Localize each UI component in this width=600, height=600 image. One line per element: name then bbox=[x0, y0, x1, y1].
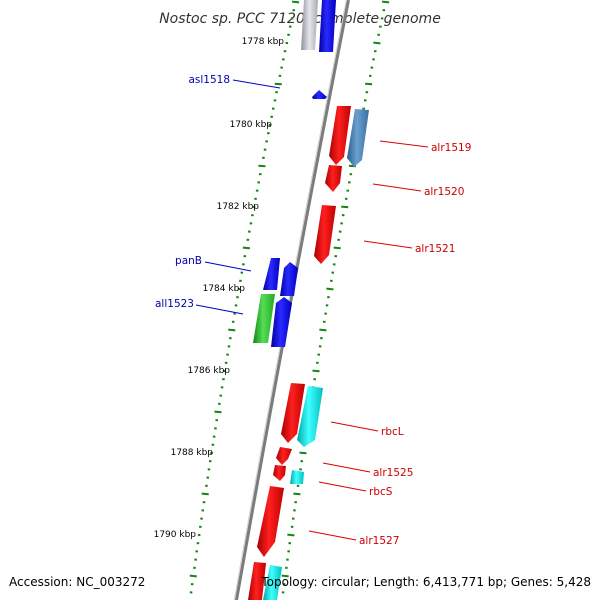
gene-feature-partial-cyan-bottom[interactable] bbox=[263, 565, 282, 600]
kbp-scale: 1778 kbp 1780 kbp 1782 kbp 1784 kbp 1786… bbox=[154, 37, 285, 540]
genome-backbone-arc bbox=[234, 0, 350, 600]
kbp-label: 1788 kbp bbox=[171, 448, 214, 458]
gene-feature-alr1525[interactable] bbox=[276, 447, 292, 465]
kbp-label: 1782 kbp bbox=[217, 202, 260, 212]
major-tick bbox=[274, 82, 282, 86]
gene-feature-alr1519-red[interactable] bbox=[329, 106, 351, 165]
gene-label-alr1525[interactable]: alr1525 bbox=[373, 467, 413, 479]
gene-label-alr1521[interactable]: alr1521 bbox=[415, 243, 455, 255]
kbp-label: 1784 kbp bbox=[203, 284, 246, 294]
major-tick bbox=[381, 0, 390, 4]
major-tick bbox=[293, 492, 301, 496]
gene-label-alr1519[interactable]: alr1519 bbox=[431, 142, 471, 154]
genome-summary-text: Topology: circular; Length: 6,413,771 bp… bbox=[260, 575, 591, 589]
gene-label-alr1527[interactable]: alr1527 bbox=[359, 535, 399, 547]
gene-feature-rbcS-red[interactable] bbox=[273, 465, 286, 481]
major-tick bbox=[373, 41, 381, 45]
label-leaders bbox=[195, 79, 429, 541]
kbp-label: 1790 kbp bbox=[154, 530, 197, 540]
gene-label-all1523[interactable]: all1523 bbox=[155, 298, 194, 310]
gene-labels: asl1518 alr1519 alr1520 alr1521 panB all… bbox=[155, 74, 471, 547]
gene-feature-all1523-green[interactable] bbox=[253, 294, 275, 343]
gene-features bbox=[248, 0, 369, 600]
major-tick bbox=[201, 492, 209, 496]
genome-backbone-highlight bbox=[234, 0, 347, 600]
gene-feature-alr1521[interactable] bbox=[314, 205, 336, 264]
gene-feature-rbcL-red[interactable] bbox=[281, 383, 305, 443]
major-tick bbox=[189, 574, 197, 578]
gene-feature-panB-2[interactable] bbox=[280, 262, 298, 296]
gene-label-asl1518[interactable]: asl1518 bbox=[188, 74, 230, 86]
kbp-label: 1778 kbp bbox=[242, 37, 285, 47]
gene-feature-asl1518[interactable] bbox=[312, 90, 327, 99]
major-tick bbox=[312, 369, 320, 373]
major-tick bbox=[365, 82, 373, 86]
major-tick bbox=[333, 246, 341, 250]
major-tick bbox=[214, 410, 222, 414]
major-tick bbox=[326, 287, 334, 291]
gene-feature-partial-red-bottom[interactable] bbox=[248, 562, 266, 600]
major-tick bbox=[341, 205, 349, 209]
map-title: Nostoc sp. PCC 7120, complete genome bbox=[159, 11, 441, 27]
gene-feature-partial-gray[interactable] bbox=[301, 0, 318, 50]
gene-label-rbcS[interactable]: rbcS bbox=[369, 486, 393, 498]
gene-label-alr1520[interactable]: alr1520 bbox=[424, 186, 464, 198]
major-tick bbox=[291, 0, 300, 4]
gene-feature-alr1520[interactable] bbox=[325, 165, 342, 192]
inner-tick-ring bbox=[189, 0, 300, 594]
major-tick bbox=[299, 451, 307, 455]
gene-feature-partial-blue[interactable] bbox=[319, 0, 336, 52]
gene-label-panB[interactable]: panB bbox=[175, 255, 202, 267]
major-tick bbox=[242, 246, 250, 250]
gene-label-rbcL[interactable]: rbcL bbox=[381, 426, 404, 438]
accession-text: Accession: NC_003272 bbox=[9, 575, 145, 589]
major-tick bbox=[319, 328, 327, 332]
major-tick bbox=[287, 533, 295, 537]
gene-feature-alr1519[interactable] bbox=[347, 109, 369, 167]
major-tick bbox=[228, 328, 236, 332]
major-tick bbox=[281, 574, 289, 578]
major-tick bbox=[258, 164, 266, 168]
outer-tick-ring bbox=[281, 0, 390, 594]
gene-feature-alr1527[interactable] bbox=[257, 486, 284, 557]
gene-feature-panB-1[interactable] bbox=[263, 258, 280, 290]
gene-feature-rbcS[interactable] bbox=[290, 470, 304, 484]
kbp-label: 1780 kbp bbox=[230, 120, 273, 130]
gene-feature-all1523[interactable] bbox=[271, 297, 292, 347]
kbp-label: 1786 kbp bbox=[188, 366, 231, 376]
gene-feature-rbcL[interactable] bbox=[297, 386, 323, 447]
